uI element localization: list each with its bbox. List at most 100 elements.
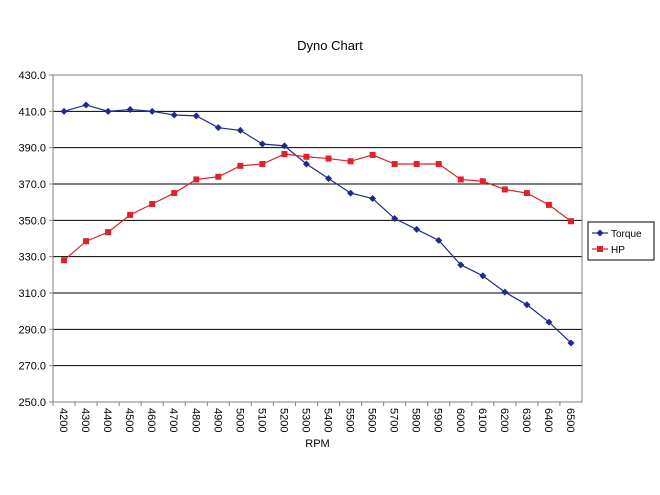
data-point <box>413 225 421 233</box>
data-point <box>126 106 134 114</box>
data-point <box>347 189 355 197</box>
data-point <box>259 161 266 168</box>
data-point <box>435 236 443 244</box>
data-point <box>523 190 530 197</box>
data-point <box>457 176 464 183</box>
legend-marker <box>597 246 603 252</box>
legend-item-hp: HP <box>592 245 625 256</box>
legend-label: Torque <box>611 229 642 240</box>
legend: Torque HP <box>587 221 655 261</box>
data-point <box>567 218 574 225</box>
data-point <box>61 257 68 264</box>
series-hp <box>61 151 574 264</box>
data-point <box>523 301 531 309</box>
gridlines <box>49 74 582 406</box>
x-tick-label: 5000 <box>233 408 245 432</box>
x-tick-label: 6100 <box>476 408 488 432</box>
x-tick-label: 4300 <box>79 408 91 432</box>
data-point <box>501 288 509 296</box>
x-tick-label: 6500 <box>564 408 576 432</box>
data-point <box>413 161 420 168</box>
data-point <box>127 211 134 218</box>
data-point <box>457 261 465 269</box>
y-tick-label: 270.0 <box>18 361 46 373</box>
data-point <box>325 175 333 183</box>
x-tick-label: 4500 <box>123 408 135 432</box>
data-point <box>149 200 156 207</box>
data-point <box>302 160 310 168</box>
y-tick-label: 290.0 <box>18 324 46 336</box>
data-point <box>104 107 112 115</box>
data-point <box>501 186 508 193</box>
x-tick-label: 5300 <box>299 408 311 432</box>
x-tick-label: 4200 <box>57 408 69 432</box>
x-tick-label: 5400 <box>322 408 334 432</box>
data-point <box>236 126 244 134</box>
data-point <box>171 190 178 197</box>
x-axis-label: RPM <box>305 438 329 450</box>
x-tick-label: 5100 <box>255 408 267 432</box>
x-tick-label: 5800 <box>410 408 422 432</box>
x-tick-label: 4700 <box>167 408 179 432</box>
y-tick-label: 410.0 <box>18 106 46 118</box>
y-tick-label: 310.0 <box>18 288 46 300</box>
x-tick-label: 4800 <box>189 408 201 432</box>
data-point <box>325 155 332 162</box>
data-point <box>369 151 376 158</box>
data-point <box>391 215 399 223</box>
legend-box <box>587 221 655 261</box>
data-point <box>237 162 244 169</box>
x-tick-label: 6400 <box>542 408 554 432</box>
x-tick-label: 4400 <box>101 408 113 432</box>
series-line <box>63 104 572 344</box>
x-tick-label: 4600 <box>145 408 157 432</box>
series-layer <box>60 101 575 347</box>
data-point <box>215 173 222 180</box>
data-point <box>83 238 90 245</box>
data-point <box>303 153 310 160</box>
data-point <box>347 158 354 165</box>
x-tick-label: 5700 <box>388 408 400 432</box>
data-point <box>193 176 200 183</box>
x-tick-label: 6000 <box>454 408 466 432</box>
data-point <box>105 229 112 236</box>
x-tick-label: 5500 <box>344 408 356 432</box>
x-tick-label: 4900 <box>211 408 223 432</box>
data-point <box>82 101 90 109</box>
y-tick-label: 390.0 <box>18 143 46 155</box>
y-tick-label: 350.0 <box>18 215 46 227</box>
data-point <box>281 151 288 158</box>
legend-marker <box>596 229 604 237</box>
series-line <box>63 153 572 261</box>
chart-title: Dyno Chart <box>297 38 363 53</box>
plot-frame <box>52 74 583 403</box>
legend-label: HP <box>611 245 625 256</box>
y-tick-label: 250.0 <box>18 397 46 409</box>
y-tick-label: 370.0 <box>18 179 46 191</box>
data-point <box>545 201 552 208</box>
x-tick-label: 5900 <box>432 408 444 432</box>
data-point <box>545 318 553 326</box>
data-point <box>479 178 486 185</box>
data-point <box>391 161 398 168</box>
data-point <box>214 124 222 132</box>
data-point <box>258 140 266 148</box>
y-tick-label: 330.0 <box>18 252 46 264</box>
data-point <box>192 112 200 120</box>
y-tick-labels: 250.0 270.0 290.0 310.0 330.0 350.0 370.0 390.0… <box>18 70 46 409</box>
x-tick-label: 6300 <box>520 408 532 432</box>
data-point <box>280 142 288 150</box>
data-point <box>567 339 575 347</box>
data-point <box>369 195 377 203</box>
x-tick-label: 6200 <box>498 408 510 432</box>
data-point <box>60 107 68 115</box>
legend-item-torque: Torque <box>592 229 642 240</box>
y-tick-label: 430.0 <box>18 70 46 82</box>
data-point <box>148 107 156 115</box>
x-tick-labels: 4200 4300 4400 4500 4600 4700 4800 4900 5000 5100… <box>57 408 576 432</box>
data-point <box>170 111 178 119</box>
series-torque <box>60 101 575 347</box>
data-point <box>479 272 487 280</box>
